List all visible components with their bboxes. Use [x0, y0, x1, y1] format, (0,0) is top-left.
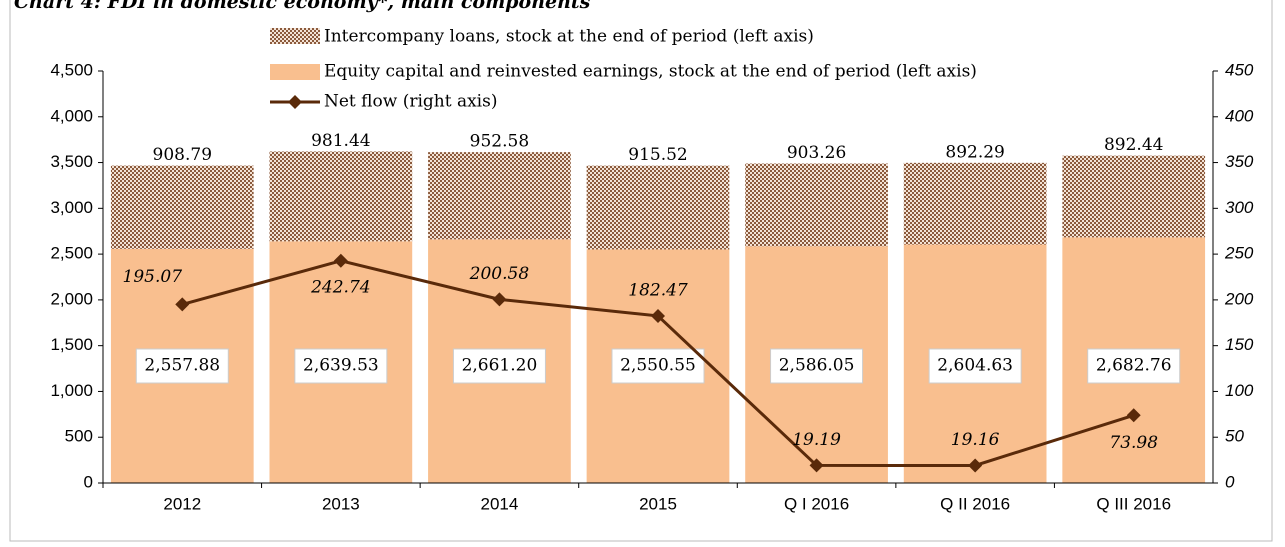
net-flow-label: 200.58: [469, 264, 530, 284]
equity-label-box: [452, 348, 546, 384]
x-tick-label: 2015: [639, 494, 677, 513]
loans-label: 915.52: [628, 145, 687, 165]
loans-label: 903.26: [787, 143, 846, 163]
y2-tick-label: 0: [1225, 472, 1235, 491]
equity-label: 2,557.88: [144, 356, 220, 376]
net-flow-marker: [651, 308, 665, 323]
y-tick-label: 500: [65, 427, 93, 446]
loans-label: 952.58: [470, 132, 529, 152]
bar-loans: [586, 165, 730, 250]
x-tick-label: Q III 2016: [1096, 494, 1171, 513]
equity-label: 2,550.55: [620, 356, 696, 376]
legend-label: Equity capital and reinvested earnings, …: [324, 62, 977, 82]
y-tick-label: 0: [84, 472, 93, 491]
equity-label-box: [294, 348, 388, 384]
equity-label-box: [770, 348, 864, 384]
bar-loans: [269, 151, 413, 242]
legend-label: Net flow (right axis): [324, 92, 497, 112]
loans-label: 892.29: [945, 142, 1004, 162]
net-flow-label: 242.74: [310, 277, 370, 297]
y2-tick-label: 450: [1225, 60, 1254, 79]
net-flow-label: 19.16: [951, 430, 1000, 450]
y-tick-label: 1,000: [50, 381, 93, 400]
x-tick-label: 2014: [481, 494, 519, 513]
y-tick-label: 1,500: [50, 335, 93, 354]
frame: [9, 0, 1273, 542]
y2-tick-label: 400: [1225, 106, 1254, 125]
y-tick-label: 2,000: [50, 289, 93, 308]
x-tick-label: 2013: [322, 494, 360, 513]
bar-loans: [1062, 155, 1206, 238]
y-tick-label: 3,000: [50, 198, 93, 217]
equity-label: 2,682.76: [1096, 356, 1172, 376]
legend-marker: [288, 95, 302, 109]
equity-label-box: [611, 348, 705, 384]
y2-tick-label: 100: [1225, 381, 1254, 400]
bar-loans: [903, 162, 1047, 245]
net-flow-marker: [175, 297, 190, 312]
y-tick-label: 4,000: [50, 106, 93, 125]
chart-title: Chart 4: FDI in domestic economy*, main …: [14, 0, 591, 13]
x-tick-label: 2012: [163, 494, 201, 513]
net-flow-label: 182.47: [628, 280, 688, 300]
net-flow-marker: [333, 253, 348, 268]
legend-swatch: [270, 28, 320, 44]
x-tick-label: Q I 2016: [784, 494, 849, 513]
equity-label: 2,604.63: [937, 356, 1013, 376]
net-flow-label: 19.19: [792, 430, 841, 450]
loans-label: 892.44: [1104, 135, 1163, 155]
y2-tick-label: 250: [1224, 244, 1254, 263]
bar-loans: [745, 163, 888, 247]
y-tick-label: 3,500: [50, 152, 93, 171]
y2-tick-label: 350: [1225, 152, 1254, 171]
y2-tick-label: 300: [1225, 198, 1254, 217]
equity-label: 2,639.53: [303, 356, 379, 376]
equity-label-box: [928, 348, 1022, 384]
net-flow-marker: [1126, 408, 1141, 423]
y2-tick-label: 150: [1225, 335, 1254, 354]
y-tick-label: 4,500: [50, 60, 93, 79]
net-flow-marker: [492, 292, 507, 307]
net-flow-marker: [809, 458, 824, 473]
net-flow-marker: [968, 458, 983, 473]
x-tick-label: Q II 2016: [940, 494, 1010, 513]
equity-label: 2,586.05: [779, 356, 855, 376]
loans-label: 908.79: [153, 145, 212, 165]
legend-label: Intercompany loans, stock at the end of …: [324, 27, 814, 47]
loans-label: 981.44: [311, 131, 370, 151]
bar-loans: [110, 165, 254, 249]
equity-label-box: [135, 348, 229, 384]
net-flow-label: 195.07: [123, 267, 183, 287]
net-flow-label: 73.98: [1109, 433, 1158, 453]
equity-label-box: [1087, 348, 1181, 384]
y-tick-label: 2,500: [50, 244, 93, 263]
legend-swatch: [270, 64, 320, 80]
y2-tick-label: 50: [1225, 427, 1244, 446]
bar-loans: [428, 152, 571, 240]
equity-label: 2,661.20: [462, 356, 538, 376]
y2-tick-label: 200: [1224, 289, 1254, 308]
